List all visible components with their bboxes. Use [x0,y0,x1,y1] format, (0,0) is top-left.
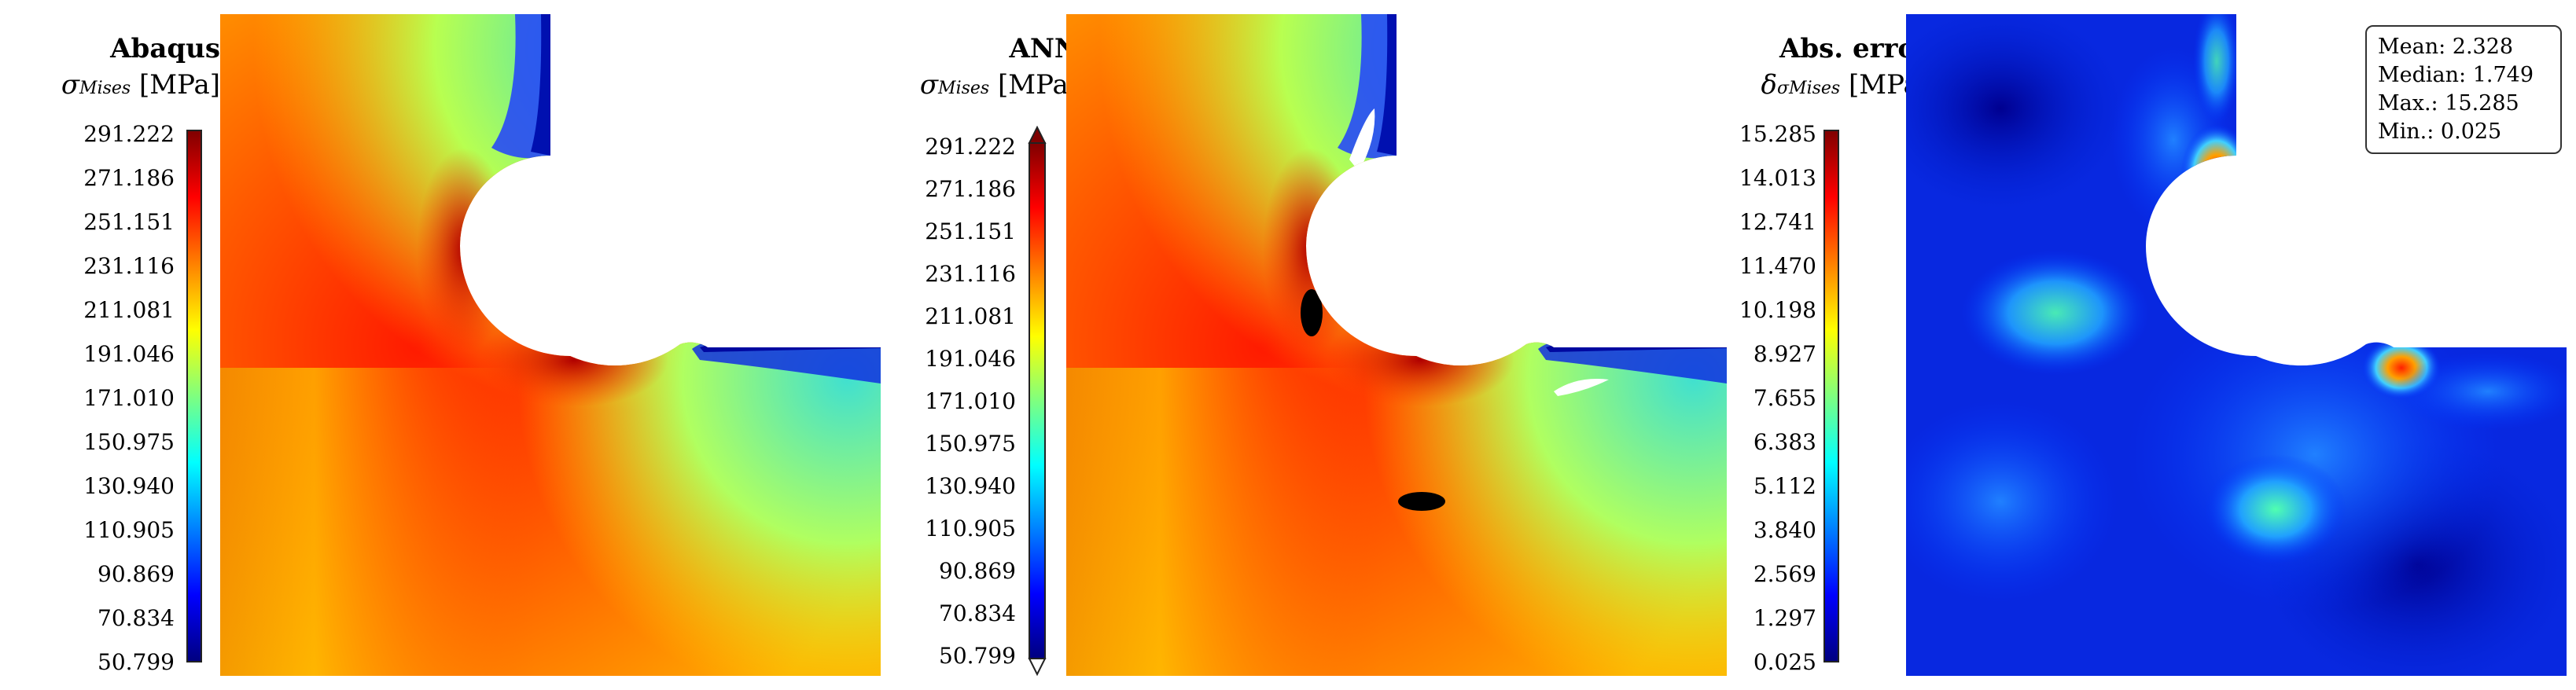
colorbar-label: σMises [MPa] [920,69,1079,101]
subscript: Mises [938,79,990,98]
tick-label: 70.834 [939,600,1016,626]
tick-label: 251.151 [925,218,1016,244]
tick-label: 271.186 [83,165,175,191]
tick-label: 15.285 [1739,121,1816,147]
colorbar [1028,126,1047,676]
tick-label: 291.222 [83,121,175,147]
tick-label: 150.975 [83,429,175,455]
delta-symbol: δ [1761,69,1778,101]
tick-label: 12.741 [1739,209,1816,235]
panel-title: Abs. error [1779,33,1930,64]
tick-label: 211.081 [83,297,175,323]
colorbar-label: δσMises [MPa] [1761,69,1930,101]
tick-label: 110.905 [925,516,1016,541]
tick-label: 150.975 [925,431,1016,457]
sigma-symbol: σ [61,69,80,101]
subscript: σMises [1777,79,1841,98]
tick-label: 171.010 [925,388,1016,414]
sigma-symbol: σ [919,69,939,101]
tick-label: 50.799 [939,643,1016,669]
tick-label: 191.046 [925,346,1016,372]
panel-title: Abaqus [110,33,220,64]
tick-label: 231.116 [925,261,1016,287]
tick-label: 1.297 [1753,605,1816,631]
stat-mean: Mean: 2.328 [2378,35,2514,59]
tick-label: 11.470 [1739,253,1816,279]
tick-label: 130.940 [83,473,175,499]
tick-label: 130.940 [925,473,1016,499]
tick-label: 0.025 [1753,649,1816,675]
tick-label: 110.905 [83,517,175,543]
tick-label: 70.834 [98,605,175,631]
tick-label: 251.151 [83,209,175,235]
tick-label: 2.569 [1753,561,1816,587]
stat-min: Min.: 0.025 [2378,119,2502,144]
tick-label: 10.198 [1739,297,1816,323]
tick-label: 7.655 [1753,385,1816,411]
colorbar-label: σMises [MPa] [61,69,220,101]
unit-label: [MPa] [998,69,1079,101]
tick-label: 231.116 [83,253,175,279]
stats-box: Mean: 2.328 Median: 1.749 Max.: 15.285 M… [2365,25,2562,154]
colorbar [1823,130,1839,662]
subscript: Mises [79,79,131,98]
tick-label: 3.840 [1753,517,1816,543]
tick-label: 5.112 [1753,473,1816,499]
tick-label: 271.186 [925,176,1016,202]
tick-label: 14.013 [1739,165,1816,191]
stat-max: Max.: 15.285 [2378,91,2519,116]
tick-label: 291.222 [925,134,1016,160]
stress-field-ann [1066,14,1727,676]
tick-label: 90.869 [939,558,1016,584]
panel-ann: ANN σMises [MPa] 291.222 271.186 251.151… [859,0,1747,690]
colorbar [186,130,202,662]
stress-field-abaqus [220,14,881,676]
tick-label: 191.046 [83,341,175,367]
tick-label: 50.799 [98,649,175,675]
panel-abs-error: Abs. error δσMises [MPa] 15.285 14.013 1… [1698,0,2576,690]
stat-median: Median: 1.749 [2378,63,2534,87]
panel-abaqus: Abaqus σMises [MPa] 291.222 271.186 251.… [0,0,889,690]
unit-label: [MPa] [139,69,220,101]
tick-label: 90.869 [98,561,175,587]
tick-label: 171.010 [83,385,175,411]
tick-label: 8.927 [1753,341,1816,367]
tick-label: 211.081 [925,303,1016,329]
tick-label: 6.383 [1753,429,1816,455]
